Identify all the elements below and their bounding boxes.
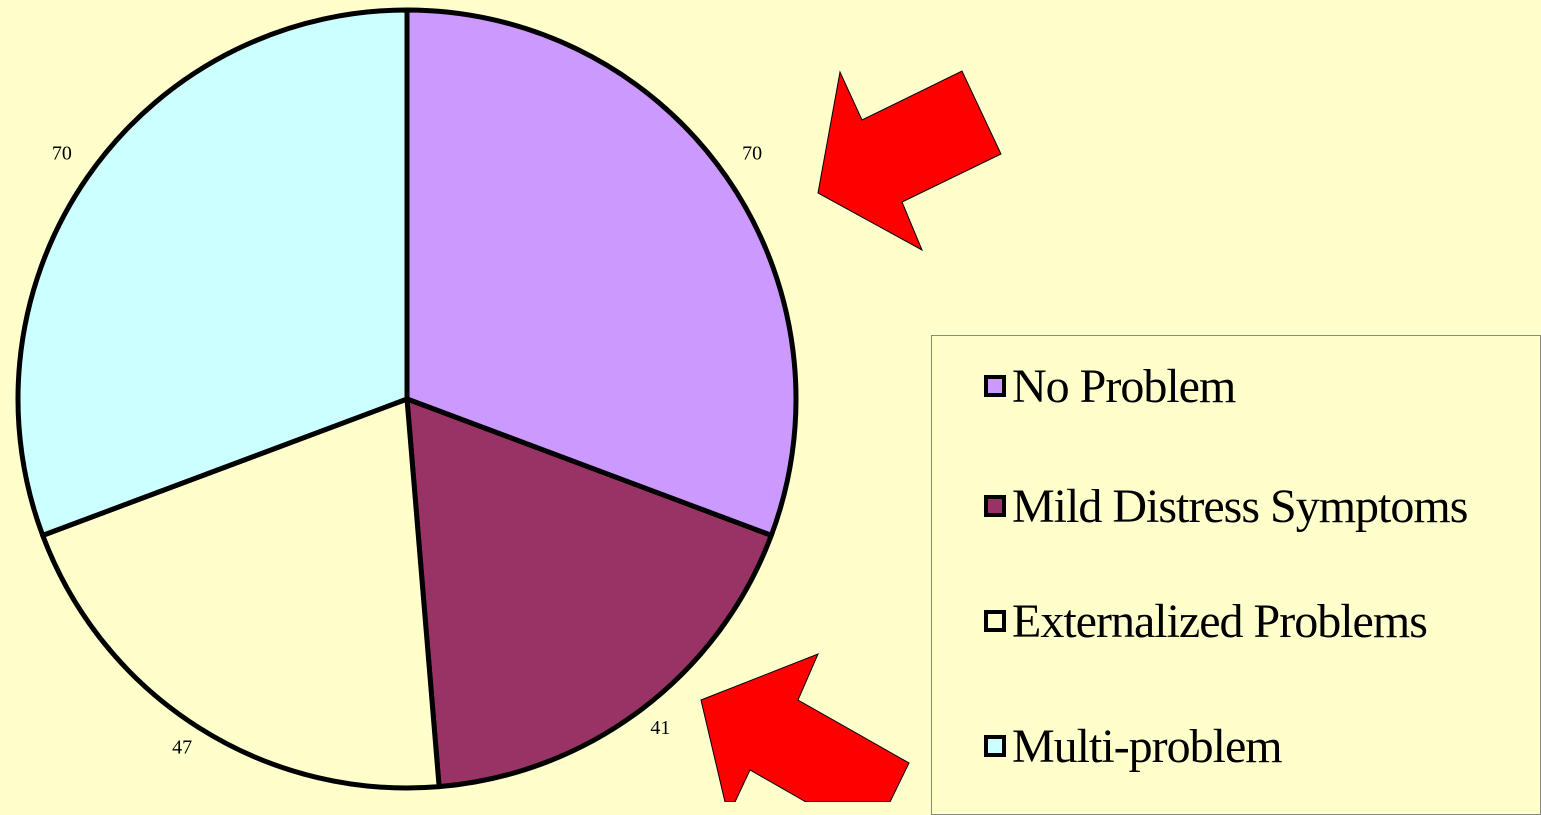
legend-label: Mild Distress Symptoms bbox=[1012, 480, 1468, 533]
legend: No Problem Mild Distress Symptoms Extern… bbox=[931, 335, 1541, 815]
pie-data-labels: 70 41 47 70 bbox=[52, 143, 762, 759]
data-label: 41 bbox=[650, 717, 670, 739]
pie-slice-multi-problem bbox=[15, 7, 410, 538]
pie-slices bbox=[15, 7, 799, 791]
pie-slice-externalized-problems bbox=[40, 396, 442, 791]
legend-item: No Problem bbox=[984, 363, 1532, 411]
legend-swatch bbox=[984, 375, 1006, 397]
legend-label: No Problem bbox=[1012, 360, 1236, 413]
legend-label: Externalized Problems bbox=[1012, 595, 1428, 648]
data-label: 70 bbox=[742, 143, 762, 165]
red-arrow-icon bbox=[817, 70, 1002, 252]
annotation-arrows bbox=[700, 70, 1002, 802]
red-arrow-icon bbox=[700, 653, 910, 802]
legend-label: Multi-problem bbox=[1012, 720, 1283, 773]
legend-item: Externalized Problems bbox=[984, 598, 1532, 646]
legend-swatch bbox=[984, 735, 1006, 757]
legend-item: Multi-problem bbox=[984, 723, 1532, 771]
legend-item: Mild Distress Symptoms bbox=[984, 483, 1532, 531]
pie-slice-mild-distress-symptoms bbox=[404, 396, 774, 790]
data-label: 47 bbox=[172, 737, 192, 759]
legend-swatch bbox=[984, 610, 1006, 632]
legend-swatch bbox=[984, 495, 1006, 517]
data-label: 70 bbox=[52, 143, 72, 165]
pie-slice-no-problem bbox=[404, 7, 799, 538]
